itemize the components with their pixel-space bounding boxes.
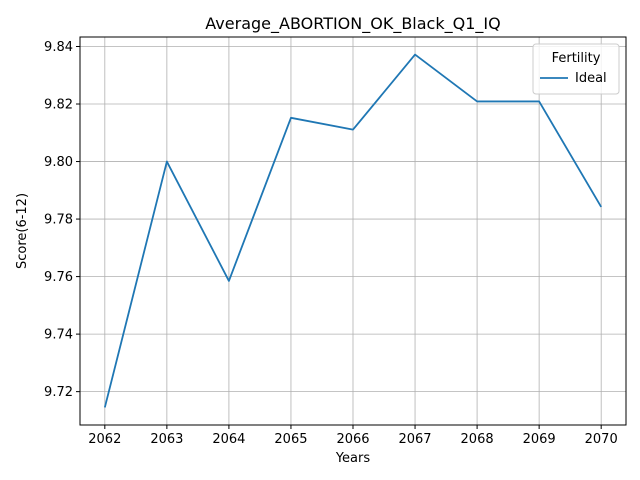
y-tick-label: 9.82	[44, 98, 73, 113]
series-layer	[103, 53, 602, 408]
x-tick-label: 2063	[150, 432, 183, 447]
y-tick-label: 9.84	[44, 40, 73, 55]
legend-title: Fertility	[552, 51, 601, 66]
grid	[80, 37, 626, 425]
x-tick-label: 2069	[523, 432, 556, 447]
y-axis-title: Score(6-12)	[15, 193, 30, 269]
x-tick-label: 2067	[398, 432, 431, 447]
x-tick-label: 2066	[336, 432, 369, 447]
y-tick-label: 9.72	[44, 385, 73, 400]
x-axis-title: Years	[335, 451, 371, 466]
y-tick-label: 9.76	[44, 270, 73, 285]
y-tick-label: 9.78	[44, 213, 73, 228]
x-tick-label: 2064	[212, 432, 245, 447]
legend-box	[532, 43, 620, 95]
x-tick-label: 2068	[461, 432, 494, 447]
legend-label: Ideal	[575, 71, 607, 86]
y-tick-label: 9.80	[44, 155, 73, 170]
x-tick-label: 2065	[274, 432, 307, 447]
chart-title: Average_ABORTION_OK_Black_Q1_IQ	[205, 14, 500, 34]
legend-entries: Ideal	[540, 71, 607, 86]
x-axis: 2062 2063 2064 2065 2066 2067 2068 2069 2070	[88, 425, 618, 447]
y-tick-label: 9.74	[44, 328, 73, 343]
series-line-ideal	[103, 53, 602, 408]
y-axis: 9.72 9.74 9.76 9.78 9.80 9.82 9.84	[44, 40, 80, 400]
legend: Fertility Ideal	[532, 43, 620, 95]
x-tick-label: 2070	[585, 432, 618, 447]
x-tick-label: 2062	[88, 432, 121, 447]
